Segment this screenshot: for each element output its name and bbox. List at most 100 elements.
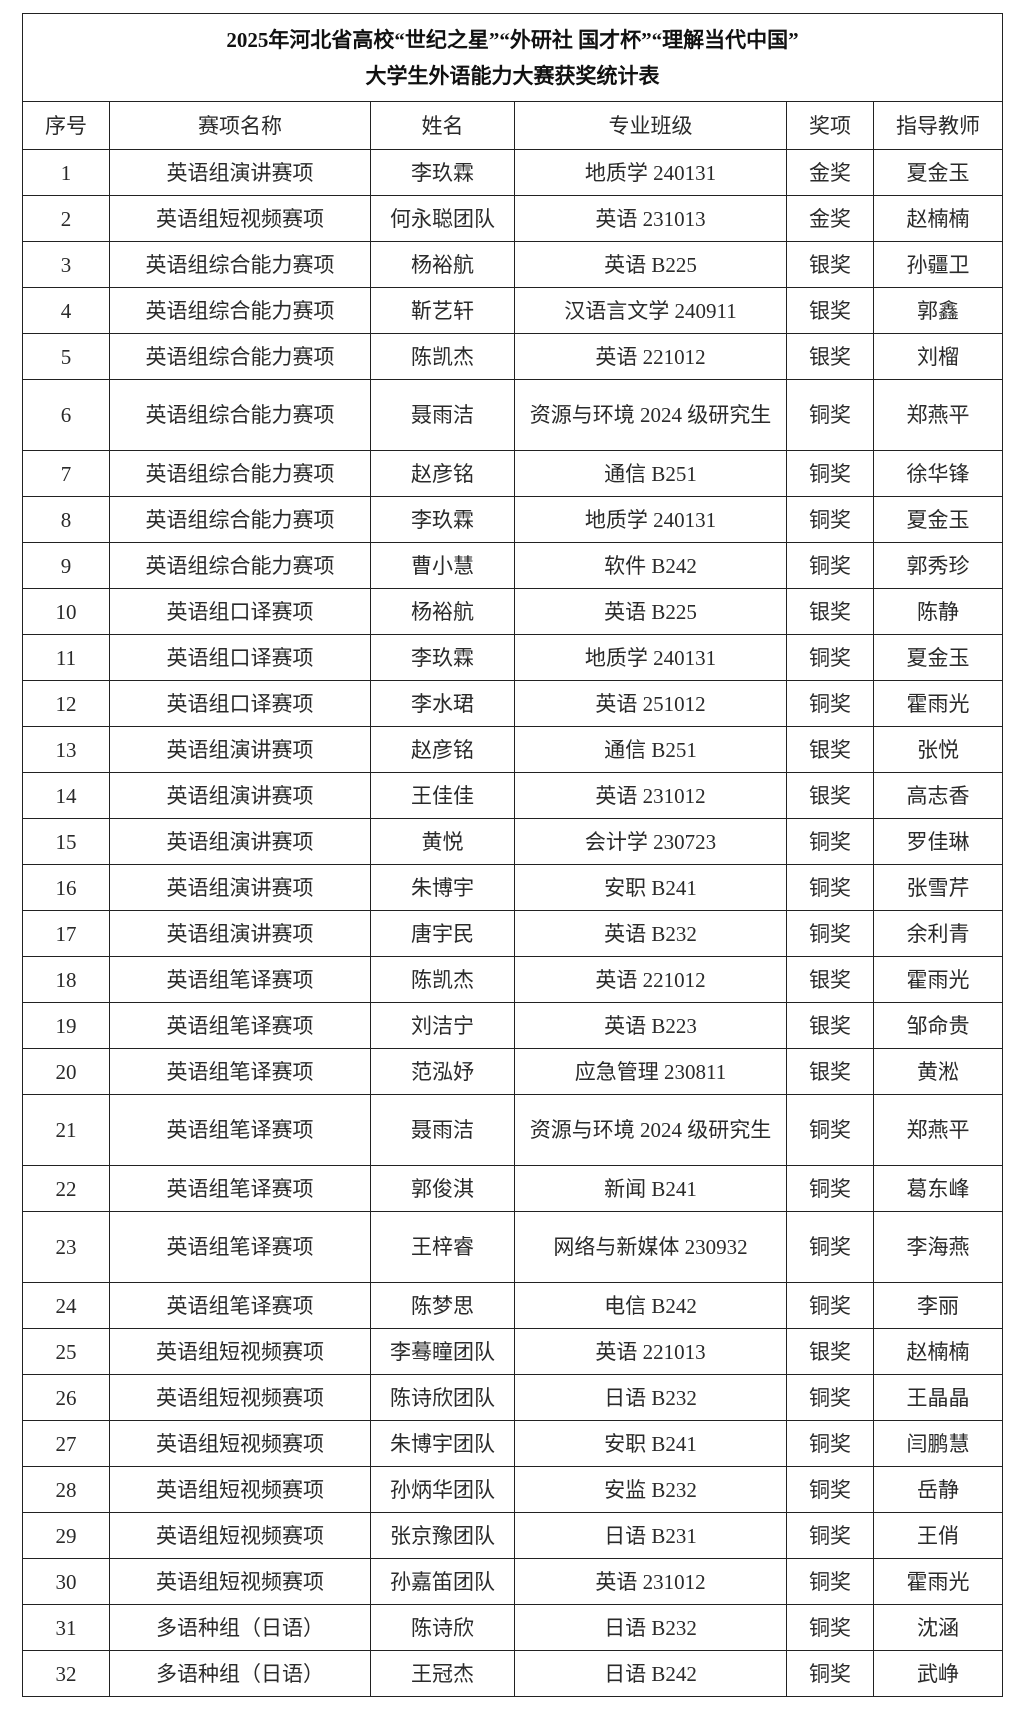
cell-award: 银奖: [786, 287, 874, 334]
cell-name: 王佳佳: [370, 772, 515, 819]
cell-award: 铜奖: [786, 1165, 874, 1212]
cell-advisor: 霍雨光: [873, 1558, 1003, 1605]
cell-award: 铜奖: [786, 1512, 874, 1559]
cell-index: 29: [22, 1512, 110, 1559]
cell-name: 陈梦思: [370, 1282, 515, 1329]
cell-award: 铜奖: [786, 634, 874, 681]
cell-index: 9: [22, 542, 110, 589]
table-row: 26 英语组短视频赛项 陈诗欣团队 日语 B232 铜奖 王晶晶: [22, 1374, 1003, 1421]
cell-event: 英语组综合能力赛项: [109, 542, 371, 589]
cell-award: 银奖: [786, 956, 874, 1003]
cell-name: 陈诗欣团队: [370, 1374, 515, 1421]
table-row: 20 英语组笔译赛项 范泓妤 应急管理 230811 银奖 黄淞: [22, 1048, 1003, 1095]
column-header-event: 赛项名称: [109, 101, 371, 150]
cell-major-class: 日语 B231: [514, 1512, 787, 1559]
column-header-major-class: 专业班级: [514, 101, 787, 150]
cell-name: 王冠杰: [370, 1650, 515, 1697]
cell-event: 英语组口译赛项: [109, 634, 371, 681]
cell-name: 陈诗欣: [370, 1604, 515, 1651]
table-row: 19 英语组笔译赛项 刘洁宁 英语 B223 银奖 邹命贵: [22, 1002, 1003, 1049]
table-row: 29 英语组短视频赛项 张京豫团队 日语 B231 铜奖 王俏: [22, 1512, 1003, 1559]
column-header-name: 姓名: [370, 101, 515, 150]
cell-event: 英语组综合能力赛项: [109, 450, 371, 497]
cell-award: 银奖: [786, 241, 874, 288]
cell-name: 朱博宇: [370, 864, 515, 911]
cell-event: 英语组综合能力赛项: [109, 496, 371, 543]
cell-index: 8: [22, 496, 110, 543]
cell-name: 李蓦瞳团队: [370, 1328, 515, 1375]
cell-name: 张京豫团队: [370, 1512, 515, 1559]
cell-award: 铜奖: [786, 1420, 874, 1467]
cell-advisor: 夏金玉: [873, 149, 1003, 196]
cell-index: 3: [22, 241, 110, 288]
cell-index: 23: [22, 1211, 110, 1283]
table-body: 1 英语组演讲赛项 李玖霖 地质学 240131 金奖 夏金玉 2 英语组短视频赛项 何永聪团队…: [22, 149, 1003, 1697]
cell-advisor: 徐华锋: [873, 450, 1003, 497]
cell-advisor: 罗佳琳: [873, 818, 1003, 865]
table-row: 3 英语组综合能力赛项 杨裕航 英语 B225 银奖 孙疆卫: [22, 241, 1003, 288]
table-row: 9 英语组综合能力赛项 曹小慧 软件 B242 铜奖 郭秀珍: [22, 542, 1003, 589]
cell-name: 范泓妤: [370, 1048, 515, 1095]
cell-award: 铜奖: [786, 1282, 874, 1329]
cell-event: 英语组口译赛项: [109, 588, 371, 635]
cell-award: 铜奖: [786, 1558, 874, 1605]
cell-major-class: 英语 221013: [514, 1328, 787, 1375]
table-row: 21 英语组笔译赛项 聂雨洁 资源与环境 2024 级研究生 铜奖 郑燕平: [22, 1094, 1003, 1166]
cell-event: 英语组短视频赛项: [109, 1466, 371, 1513]
cell-advisor: 沈涵: [873, 1604, 1003, 1651]
cell-event: 英语组短视频赛项: [109, 1328, 371, 1375]
cell-major-class: 日语 B242: [514, 1650, 787, 1697]
table-row: 23 英语组笔译赛项 王梓睿 网络与新媒体 230932 铜奖 李海燕: [22, 1211, 1003, 1283]
cell-advisor: 余利青: [873, 910, 1003, 957]
table-row: 7 英语组综合能力赛项 赵彦铭 通信 B251 铜奖 徐华锋: [22, 450, 1003, 497]
table-row: 10 英语组口译赛项 杨裕航 英语 B225 银奖 陈静: [22, 588, 1003, 635]
column-header-award: 奖项: [786, 101, 874, 150]
cell-major-class: 应急管理 230811: [514, 1048, 787, 1095]
cell-award: 铜奖: [786, 818, 874, 865]
cell-major-class: 安职 B241: [514, 864, 787, 911]
cell-award: 银奖: [786, 1048, 874, 1095]
cell-name: 靳艺轩: [370, 287, 515, 334]
cell-event: 英语组综合能力赛项: [109, 241, 371, 288]
table-row: 2 英语组短视频赛项 何永聪团队 英语 231013 金奖 赵楠楠: [22, 195, 1003, 242]
cell-index: 13: [22, 726, 110, 773]
cell-event: 英语组综合能力赛项: [109, 333, 371, 380]
cell-index: 15: [22, 818, 110, 865]
cell-name: 杨裕航: [370, 588, 515, 635]
cell-index: 28: [22, 1466, 110, 1513]
cell-index: 32: [22, 1650, 110, 1697]
cell-event: 英语组演讲赛项: [109, 726, 371, 773]
cell-index: 12: [22, 680, 110, 727]
cell-index: 6: [22, 379, 110, 451]
cell-event: 英语组短视频赛项: [109, 1420, 371, 1467]
cell-index: 20: [22, 1048, 110, 1095]
cell-major-class: 会计学 230723: [514, 818, 787, 865]
column-header-advisor: 指导教师: [873, 101, 1003, 150]
cell-award: 银奖: [786, 333, 874, 380]
cell-award: 铜奖: [786, 1211, 874, 1283]
cell-event: 英语组演讲赛项: [109, 864, 371, 911]
cell-major-class: 英语 B223: [514, 1002, 787, 1049]
cell-index: 22: [22, 1165, 110, 1212]
cell-event: 多语种组（日语）: [109, 1604, 371, 1651]
cell-award: 金奖: [786, 149, 874, 196]
cell-advisor: 李海燕: [873, 1211, 1003, 1283]
cell-event: 英语组口译赛项: [109, 680, 371, 727]
cell-index: 5: [22, 333, 110, 380]
cell-index: 18: [22, 956, 110, 1003]
cell-major-class: 英语 B232: [514, 910, 787, 957]
cell-event: 英语组笔译赛项: [109, 1002, 371, 1049]
cell-event: 英语组笔译赛项: [109, 1282, 371, 1329]
cell-name: 杨裕航: [370, 241, 515, 288]
cell-index: 24: [22, 1282, 110, 1329]
cell-event: 英语组演讲赛项: [109, 818, 371, 865]
cell-name: 孙嘉笛团队: [370, 1558, 515, 1605]
table-row: 14 英语组演讲赛项 王佳佳 英语 231012 银奖 高志香: [22, 772, 1003, 819]
cell-award: 铜奖: [786, 1374, 874, 1421]
cell-advisor: 赵楠楠: [873, 1328, 1003, 1375]
cell-award: 银奖: [786, 1002, 874, 1049]
cell-event: 英语组演讲赛项: [109, 149, 371, 196]
cell-major-class: 新闻 B241: [514, 1165, 787, 1212]
cell-name: 曹小慧: [370, 542, 515, 589]
table-row: 1 英语组演讲赛项 李玖霖 地质学 240131 金奖 夏金玉: [22, 149, 1003, 196]
